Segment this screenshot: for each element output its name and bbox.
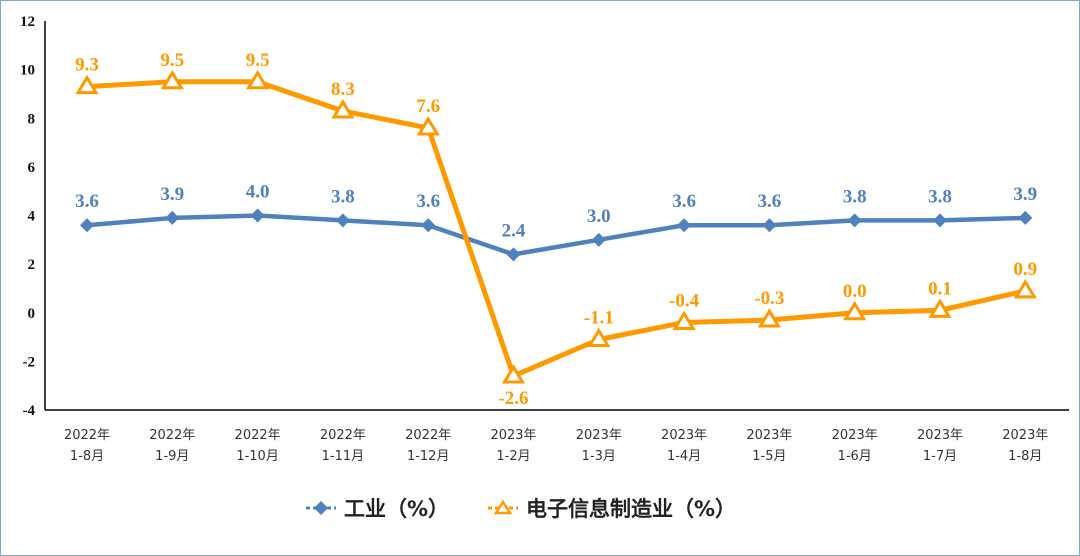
data-point-diamond: [591, 232, 606, 247]
data-label: 0.1: [928, 278, 952, 299]
data-label: 4.0: [246, 182, 270, 203]
x-tick-label: 2022年: [235, 428, 281, 443]
data-point-diamond: [335, 213, 350, 228]
x-tick-label: 1-8月: [1008, 449, 1042, 464]
data-point-diamond: [250, 208, 265, 223]
data-label: 0.9: [1013, 259, 1037, 280]
data-point-triangle: [75, 74, 99, 95]
data-point-diamond: [847, 213, 862, 228]
data-label: -0.4: [669, 290, 700, 311]
data-point-triangle: [843, 300, 867, 321]
y-tick-label: 6: [28, 160, 36, 176]
x-tick-label: 2023年: [661, 428, 707, 443]
data-label: 0.0: [843, 281, 867, 302]
data-label: 3.0: [587, 206, 611, 227]
data-point-diamond: [933, 213, 947, 228]
data-label: -0.3: [754, 288, 784, 309]
y-tick-label: 10: [20, 63, 35, 79]
data-point-triangle: [501, 364, 526, 384]
data-point-triangle: [587, 327, 611, 347]
y-tick-label: 12: [20, 14, 35, 30]
data-point-diamond: [421, 218, 436, 233]
data-point-triangle: [1013, 278, 1037, 299]
data-label: 3.6: [758, 191, 782, 212]
data-point-triangle: [757, 308, 782, 328]
data-label: 3.6: [672, 191, 696, 212]
x-tick-label: 1-4月: [667, 449, 701, 464]
x-tick-label: 1-3月: [582, 449, 616, 464]
x-tick-label: 1-8月: [70, 449, 104, 464]
x-tick-label: 1-7月: [923, 449, 957, 464]
data-label: 7.6: [416, 96, 440, 117]
x-tick-label: 2023年: [746, 428, 792, 443]
data-label: 3.9: [1013, 184, 1037, 205]
data-label: 3.8: [331, 186, 355, 207]
data-label: -1.1: [584, 307, 614, 328]
data-point-triangle: [331, 99, 355, 119]
x-tick-label: 2022年: [405, 428, 451, 443]
x-tick-label: 2023年: [917, 428, 963, 443]
y-tick-label: -4: [23, 403, 36, 419]
data-label: 9.3: [75, 55, 99, 76]
data-label: 3.8: [928, 186, 952, 207]
y-tick-label: 2: [28, 257, 36, 273]
data-label: 3.6: [416, 191, 440, 212]
y-tick-label: -2: [23, 354, 36, 370]
x-tick-label: 2022年: [64, 428, 110, 443]
x-tick-label: 2023年: [576, 428, 622, 443]
x-tick-label: 2022年: [149, 428, 195, 443]
legend-triangle-icon: [493, 499, 513, 515]
x-tick-label: 1-10月: [236, 449, 279, 464]
legend-label: 工业（%）: [344, 497, 449, 521]
data-label: 3.6: [75, 191, 99, 212]
data-point-triangle: [672, 310, 696, 330]
data-point-diamond: [80, 218, 94, 233]
data-label: 3.9: [160, 184, 184, 205]
data-point-diamond: [506, 247, 521, 262]
data-point-diamond: [762, 218, 777, 233]
legend-label: 电子信息制造业（%）: [526, 497, 736, 521]
series-line: [86, 213, 1026, 257]
legend-diamond-icon: [314, 501, 328, 515]
y-tick-label: 0: [28, 306, 36, 322]
x-tick-label: 1-9月: [155, 449, 189, 464]
data-point-diamond: [165, 210, 180, 225]
data-point-triangle: [928, 298, 952, 318]
data-label: 8.3: [331, 79, 355, 100]
data-label: 3.8: [843, 186, 867, 207]
data-point-diamond: [1018, 210, 1033, 225]
data-point-triangle: [245, 69, 270, 90]
data-label: 9.5: [246, 50, 270, 71]
data-label: 9.5: [160, 50, 184, 71]
series-line: [86, 79, 1026, 379]
data-point-diamond: [677, 218, 692, 233]
data-label: 2.4: [502, 220, 526, 241]
data-point-triangle: [416, 116, 440, 136]
x-tick-label: 1-11月: [322, 449, 365, 464]
x-tick-label: 2022年: [320, 428, 366, 443]
x-tick-label: 1-12月: [407, 449, 450, 464]
x-tick-label: 2023年: [490, 428, 536, 443]
data-point-triangle: [160, 69, 184, 90]
x-tick-label: 1-2月: [496, 449, 530, 464]
x-tick-label: 1-5月: [752, 449, 786, 464]
data-label: -2.6: [498, 388, 528, 409]
x-tick-label: 2023年: [1002, 428, 1048, 443]
y-tick-label: 8: [28, 111, 36, 127]
x-tick-label: 2023年: [832, 428, 878, 443]
x-tick-label: 1-6月: [838, 449, 872, 464]
y-tick-label: 4: [28, 209, 36, 225]
